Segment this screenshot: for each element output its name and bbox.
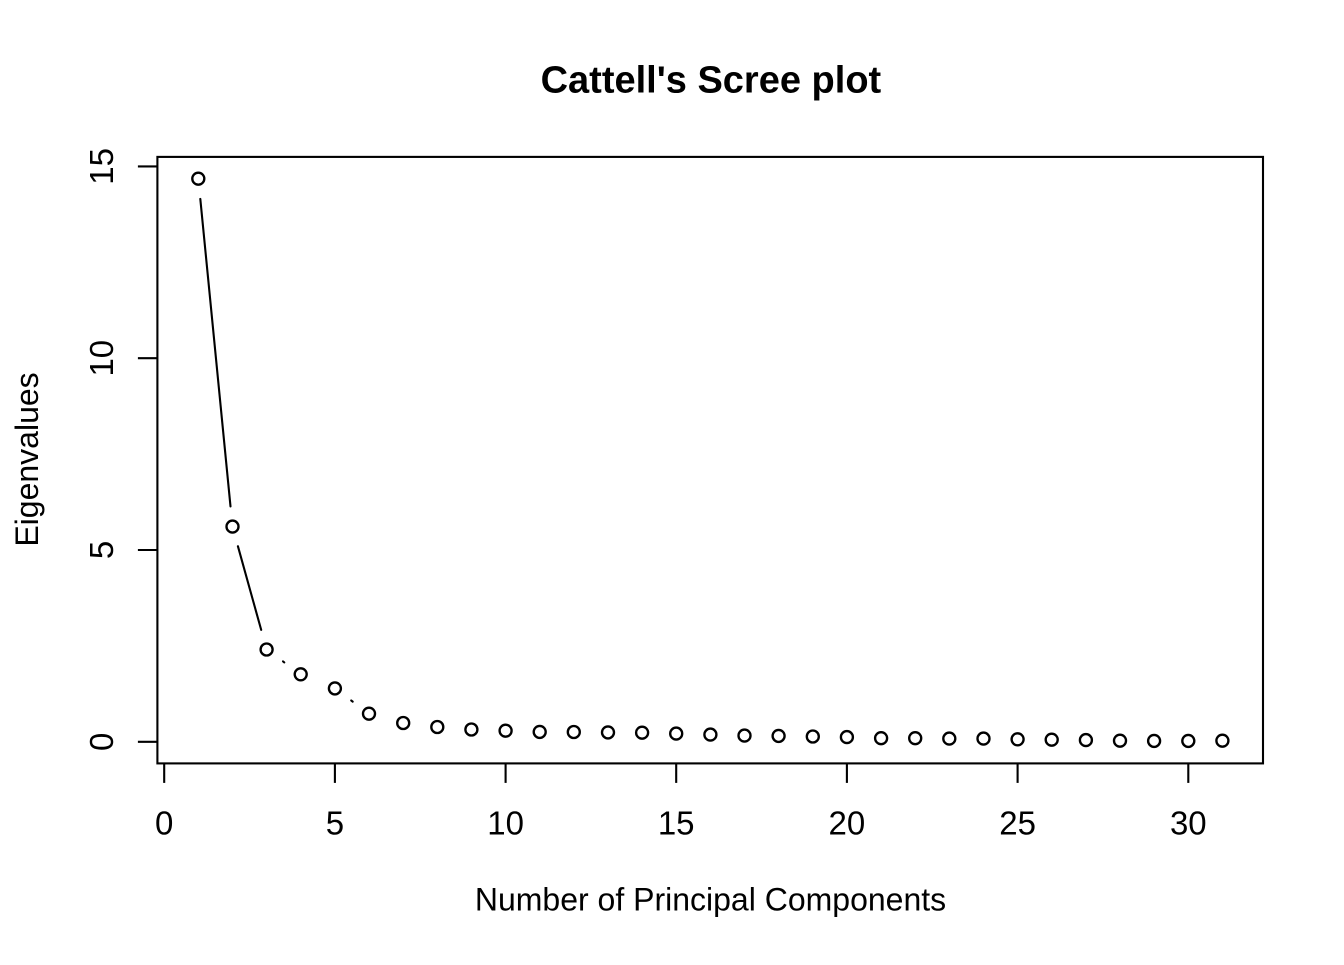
svg-text:0: 0 xyxy=(155,805,173,842)
svg-text:10: 10 xyxy=(487,805,524,842)
svg-text:30: 30 xyxy=(1170,805,1207,842)
svg-text:20: 20 xyxy=(829,805,866,842)
svg-text:Cattell's Scree plot: Cattell's Scree plot xyxy=(541,60,882,102)
svg-text:25: 25 xyxy=(999,805,1036,842)
svg-text:Number of Principal Components: Number of Principal Components xyxy=(475,881,946,917)
svg-text:Eigenvalues: Eigenvalues xyxy=(9,372,45,546)
svg-text:10: 10 xyxy=(83,340,120,377)
svg-text:0: 0 xyxy=(83,733,120,751)
svg-text:15: 15 xyxy=(83,148,120,185)
svg-text:5: 5 xyxy=(326,805,344,842)
svg-text:15: 15 xyxy=(658,805,695,842)
svg-text:5: 5 xyxy=(83,541,120,559)
